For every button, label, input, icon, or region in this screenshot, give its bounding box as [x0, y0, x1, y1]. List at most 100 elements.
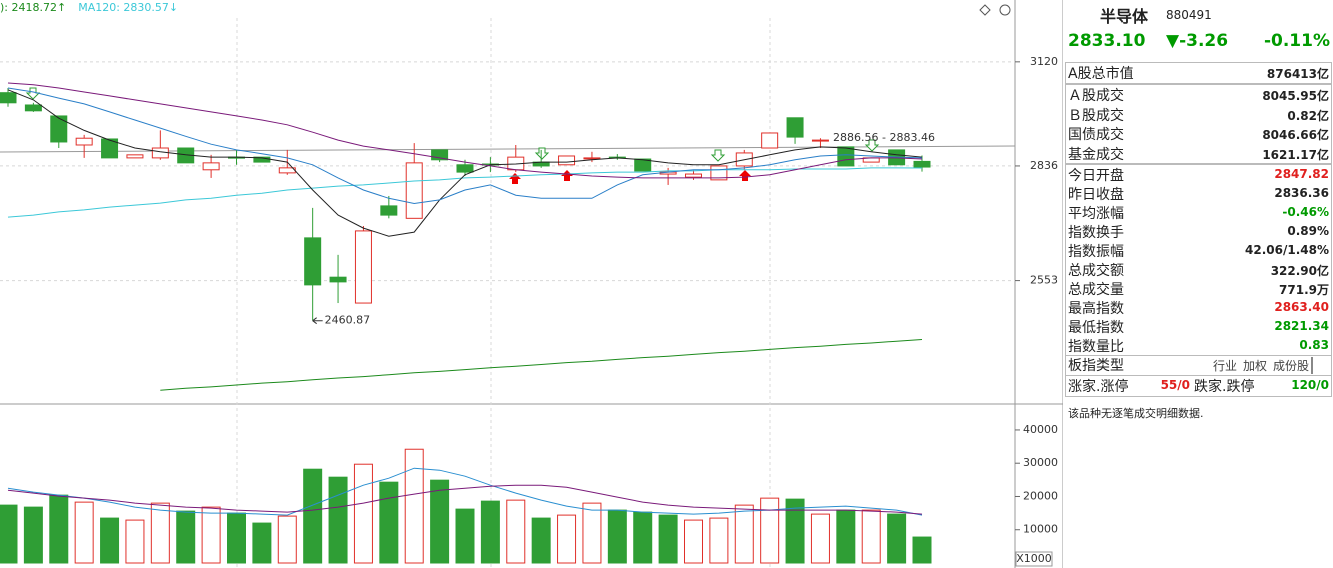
circle-icon[interactable]: [999, 4, 1011, 16]
chart: 2886.56 - 2883.46 X1000 2553 2836 3120 2460…: [0, 0, 1063, 568]
y-tick-label: 30000: [1023, 456, 1058, 469]
divider: [1065, 375, 1332, 376]
row-label: 昨日收盘: [1068, 187, 1124, 203]
index-type-option: 行业: [1213, 359, 1238, 373]
row-value: 120/0: [1291, 378, 1329, 392]
candle-body: [354, 230, 372, 304]
volume-bar: [0, 504, 18, 564]
volume-bar: [455, 508, 475, 564]
y-tick-label: 2836: [1030, 159, 1058, 172]
candle-body: [101, 138, 119, 159]
y-tick-label: 3120: [1030, 55, 1058, 68]
row-label: 指数量比: [1068, 339, 1124, 355]
group-box: [1065, 355, 1332, 397]
group-box: [1065, 84, 1332, 164]
legend-entry: MA120: 2830.57↓: [78, 1, 178, 14]
candle-body: [761, 132, 779, 149]
row-label: 最高指数: [1068, 301, 1124, 317]
row-value: 876413亿: [1266, 67, 1329, 81]
volume-bar: [379, 481, 399, 564]
volume-bar: [404, 448, 424, 564]
row-value: 0.89%: [1287, 224, 1329, 238]
volume-bar: [430, 479, 450, 564]
row-value: -0.46%: [1282, 205, 1329, 219]
volume-bar: [912, 536, 932, 564]
row-label: Ｂ股成交: [1068, 107, 1124, 124]
candle-body: [405, 162, 423, 219]
row-value: 1621.17亿: [1262, 147, 1329, 162]
candle-body: [24, 104, 42, 112]
candle-body: [304, 237, 322, 286]
candle-body: [380, 205, 398, 216]
volume-bar: [227, 512, 246, 564]
volume-bar: [633, 511, 653, 564]
unit-box: [1015, 551, 1053, 567]
volume-bar: [582, 502, 602, 564]
signal-arrows: [25, 87, 880, 184]
volume-bar: [150, 502, 170, 564]
diamond-icon[interactable]: [979, 4, 991, 16]
volume-bar: [328, 476, 348, 564]
volume-bar: [125, 519, 145, 564]
volume-bar: [531, 517, 551, 564]
volume-unit: X1000: [1016, 552, 1052, 565]
low-label: 2460.87: [325, 314, 371, 327]
row-label: A股总市值: [1068, 66, 1134, 82]
ma-line: [7, 467, 923, 516]
candle-body: [786, 117, 804, 138]
row-value: 771.9万: [1279, 283, 1329, 297]
volume-bar: [734, 504, 754, 564]
y-tick-label: 10000: [1023, 523, 1058, 536]
row-label: 跌家.跌停: [1194, 379, 1255, 395]
candle-body: [50, 115, 68, 143]
time-grid: [236, 18, 771, 568]
note: 该品种无逐笔成交明细数据.: [1068, 407, 1204, 420]
index-type-option: 加权: [1243, 359, 1268, 373]
volume-bar: [480, 500, 500, 564]
row-label: 基金成交: [1068, 146, 1124, 163]
volume-bar: [252, 522, 272, 564]
row-value: 2863.40: [1274, 300, 1329, 314]
candle-body: [75, 137, 93, 146]
volume-bar: [506, 499, 526, 564]
row-label: 板指类型: [1068, 358, 1124, 374]
row-value: 55/0: [1160, 378, 1190, 392]
y-tick-label: 40000: [1023, 423, 1058, 436]
row-label: 今日开盘: [1068, 168, 1124, 184]
row-value: 0.83: [1299, 338, 1329, 352]
ma-line: [160, 339, 923, 391]
volume-bar: [658, 514, 678, 564]
ma-line: [7, 87, 923, 205]
volume-bar: [836, 509, 856, 564]
volume-bar: [23, 506, 43, 564]
row-value: 2836.36: [1274, 186, 1329, 200]
candle-body: [202, 162, 220, 171]
candle-body: [811, 139, 829, 142]
volume-bar: [74, 501, 94, 564]
quote-panel: 半导体 880491 2833.10 ▼-3.26 -0.11% A股总市值 876413亿…: [1063, 0, 1333, 568]
toolbar-icons[interactable]: [979, 4, 1011, 16]
candle-body: [431, 149, 449, 161]
row-value: 8045.95亿: [1262, 89, 1329, 103]
low-arrow: [312, 317, 323, 325]
candle-body: [126, 154, 144, 159]
ma-line: [7, 167, 923, 218]
volume-bar: [201, 506, 221, 564]
change-pct: -0.11%: [1263, 31, 1330, 51]
index-type-option: 成份股: [1273, 357, 1314, 374]
volume-bar: [176, 510, 196, 564]
volume-bar: [760, 497, 780, 564]
row-value: 2821.34: [1274, 319, 1329, 333]
volume-bar: [607, 509, 627, 564]
volume-bar: [49, 494, 69, 564]
volume-bar: [684, 519, 703, 564]
volume-bar: [303, 468, 323, 564]
row-value: 8046.66亿: [1262, 128, 1329, 142]
ma-line: [7, 82, 923, 179]
legend-entry: ): 2418.72↑: [0, 1, 66, 14]
row-label: 指数振幅: [1068, 244, 1124, 260]
ma-line: [7, 89, 923, 237]
group-box: [1065, 62, 1332, 84]
volume-bar: [709, 517, 729, 564]
